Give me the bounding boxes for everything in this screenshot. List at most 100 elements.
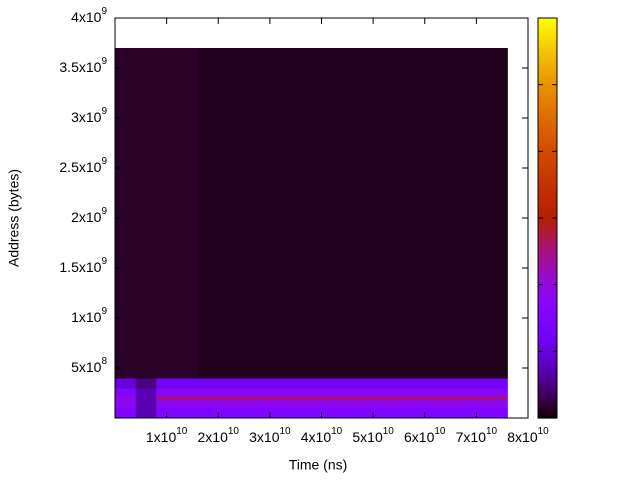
heatmap-cell (404, 48, 426, 379)
x-tick-label: 4x1010 (301, 426, 343, 445)
colorbar-step (538, 132, 557, 135)
colorbar-step (538, 92, 557, 95)
heatmap-cell (218, 378, 240, 389)
colorbar-step (538, 260, 557, 263)
colorbar-step (538, 160, 557, 163)
colorbar-step (538, 284, 557, 287)
heatmap-cell (115, 396, 137, 401)
heatmap-cell (115, 400, 137, 409)
colorbar-step (538, 76, 557, 79)
colorbar-step (538, 224, 557, 227)
heatmap-cell (197, 400, 219, 409)
colorbar-step (538, 170, 557, 173)
heatmap-cell (383, 408, 405, 419)
colorbar-step (538, 358, 557, 361)
heatmap-cell (321, 400, 343, 409)
heatmap-cell (383, 400, 405, 409)
heatmap-cell (342, 408, 364, 419)
colorbar-step (538, 344, 557, 347)
heatmap-cell (445, 400, 467, 409)
colorbar-step (538, 234, 557, 237)
colorbar-step (538, 114, 557, 117)
heatmap-cell (404, 400, 426, 409)
heatmap-cell (218, 388, 240, 397)
heatmap-cell (115, 378, 137, 389)
colorbar-step (538, 112, 557, 115)
y-tick-label: 1x109 (71, 306, 107, 325)
colorbar-step (538, 42, 557, 45)
colorbar-step (538, 220, 557, 223)
colorbar-step (538, 204, 557, 207)
heatmap-cell (238, 408, 261, 419)
colorbar-step (538, 50, 557, 53)
heatmap-cell (218, 48, 240, 379)
colorbar-step (538, 68, 557, 71)
colorbar-step (538, 26, 557, 29)
heatmap-cell (342, 388, 364, 397)
colorbar-step (538, 336, 557, 339)
heatmap-cell (466, 48, 488, 379)
colorbar-step (538, 362, 557, 365)
colorbar-step (538, 116, 557, 119)
colorbar-step (538, 100, 557, 103)
x-axis-label: Time (ns) (289, 457, 348, 473)
heatmap-cell (362, 48, 384, 379)
heatmap-cell (321, 408, 343, 419)
y-tick-label: 3x109 (71, 106, 107, 125)
colorbar-step (538, 272, 557, 275)
colorbar-step (538, 210, 557, 213)
heatmap-cell (362, 400, 384, 409)
colorbar-step (538, 396, 557, 399)
colorbar-step (538, 398, 557, 401)
colorbar-step (538, 138, 557, 141)
heatmap-cell (300, 396, 322, 401)
colorbar-step (538, 162, 557, 165)
colorbar-step (538, 364, 557, 367)
colorbar-step (538, 302, 557, 305)
colorbar-step (538, 256, 557, 259)
heatmap-cell (486, 388, 508, 397)
heatmap-cell (197, 408, 219, 419)
colorbar-step (538, 334, 557, 337)
colorbar-step (538, 88, 557, 91)
colorbar-step (538, 90, 557, 93)
heatmap-cell (238, 400, 261, 409)
colorbar-step (538, 130, 557, 133)
heatmap-cell (259, 400, 281, 409)
colorbar-step (538, 180, 557, 183)
heatmap-cell (176, 378, 199, 389)
colorbar-step (538, 22, 557, 25)
colorbar-step (538, 148, 557, 151)
heatmap-cell (176, 48, 199, 379)
colorbar-step (538, 244, 557, 247)
colorbar-step (538, 158, 557, 161)
colorbar-step (538, 214, 557, 217)
heatmap-cell (197, 388, 219, 397)
heatmap-cell (466, 396, 488, 401)
colorbar-step (538, 402, 557, 405)
heatmap-cell (280, 378, 302, 389)
colorbar-step (538, 104, 557, 107)
colorbar-step (538, 254, 557, 257)
heatmap-cell (259, 396, 281, 401)
heatmap-cell (424, 396, 446, 401)
colorbar-step (538, 44, 557, 47)
heatmap-cell (300, 408, 322, 419)
heatmap-cell (486, 400, 508, 409)
y-axis-label: Address (bytes) (6, 169, 22, 267)
heatmap-cell (156, 378, 178, 389)
colorbar-step (538, 86, 557, 89)
heatmap-cell (404, 408, 426, 419)
heatmap-cell (383, 48, 405, 379)
colorbar-step (538, 194, 557, 197)
heatmap-cell (466, 388, 488, 397)
colorbar-step (538, 66, 557, 69)
heatmap-cell (445, 396, 467, 401)
colorbar-step (538, 70, 557, 73)
colorbar-step (538, 102, 557, 105)
colorbar-step (538, 314, 557, 317)
heatmap-cell (342, 48, 364, 379)
heatmap-cell (259, 388, 281, 397)
colorbar-step (538, 332, 557, 335)
